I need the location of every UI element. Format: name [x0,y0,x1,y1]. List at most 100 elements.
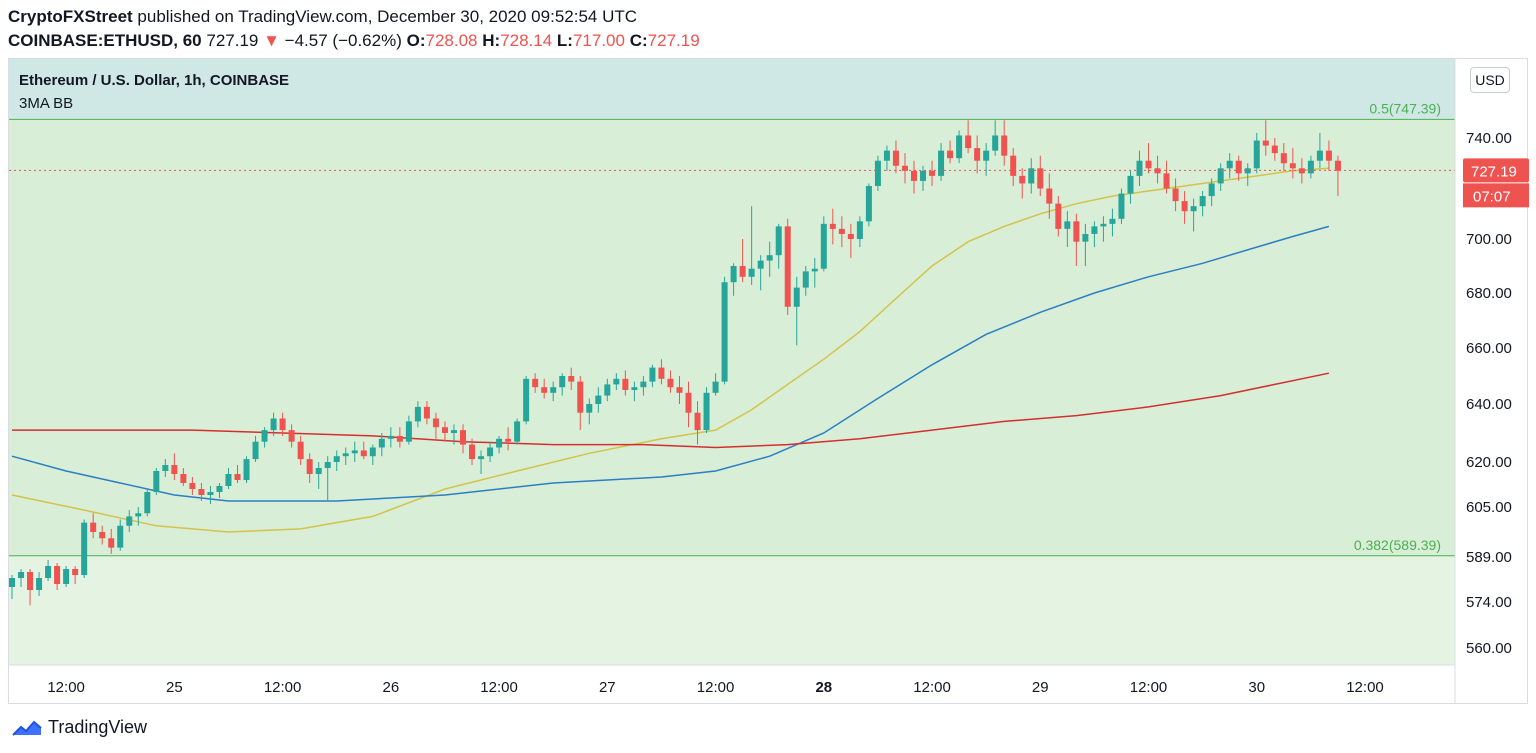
candle-body [1235,160,1242,174]
candle-body [1145,160,1152,169]
tradingview-footer: TradingView [12,717,147,738]
candle-body [1136,160,1143,176]
candle-body [667,378,674,388]
fib-zone-lower [9,555,1455,665]
candle-body [162,465,169,471]
candle-body [694,412,701,431]
candle-body [956,135,963,159]
candle-body [297,441,304,460]
candle-body [622,378,629,390]
fib-zone-middle [9,119,1455,556]
candle-body [99,532,106,539]
time-tick-label: 27 [599,679,616,696]
candle-body [911,170,917,181]
tradingview-logo-icon [12,720,42,736]
candle-body [586,404,593,413]
chart-legend-title: Ethereum / U.S. Dollar, 1h, COINBASE [19,72,290,89]
fib-zone-upper [9,59,1455,120]
candle-body [144,492,151,514]
candle-body [658,367,665,379]
candle-body [1037,168,1044,189]
currency-badge[interactable]: USD [1470,67,1510,93]
candle-body [387,435,394,439]
candle-body [685,392,692,413]
candle-body [126,516,133,526]
candle-body [81,522,88,575]
price-tick-label: 620.00 [1466,454,1512,471]
candle-body [36,578,43,590]
time-tick-label: 28 [815,679,832,696]
close-label: C: [629,31,648,50]
time-tick-label: 30 [1248,679,1265,696]
candle-body [820,223,827,269]
candle-body [487,447,494,457]
candle-body [288,430,295,442]
candle-body [1073,221,1080,242]
price-tick-label: 605.00 [1466,499,1512,516]
moving-average-line [12,372,1330,449]
candle-body [865,185,872,222]
candle-body [90,522,97,532]
candle-body [775,226,782,256]
candle-body [974,148,981,161]
candle-body [1316,150,1323,161]
candle-body [252,441,259,460]
time-tick-label: 26 [382,679,399,696]
fib-level-label: 0.382(589.39) [1354,537,1441,553]
candle-body [947,150,954,159]
publisher-name: CryptoFXStreet [8,7,133,26]
price-tick-label: 560.00 [1466,640,1512,657]
candle-body [315,468,322,474]
candle-body [730,266,737,283]
candle-body [54,566,61,584]
candle-body [351,450,358,454]
candle-body [1046,188,1053,204]
price-tick-label: 589.00 [1466,549,1512,566]
candle-body [423,406,430,419]
candle-body [1082,233,1089,242]
candle-body [369,447,376,457]
price-tick-label: 740.00 [1466,130,1512,147]
candle-body [450,430,457,433]
candle-body [1064,221,1071,229]
candle-body [1190,206,1197,212]
published-text: published on TradingView.com, December 3… [137,7,638,26]
candle-body [414,406,421,422]
candle-body [1028,168,1035,184]
candle-body [1109,218,1116,224]
indicator-legend[interactable]: 3MA BB [19,95,74,112]
moving-average-line [11,225,1330,502]
time-tick-label: 12:00 [264,679,302,696]
current-price-tag [1463,158,1529,183]
candle-body [72,569,79,575]
candle-body [829,223,836,229]
candle-body [1271,145,1278,154]
candle-body [1100,223,1107,227]
candle-body [1118,193,1125,219]
candle-body [180,474,187,483]
candle-body [441,427,448,433]
candle-body [892,150,899,166]
countdown-tag [1463,183,1529,208]
candle-body [676,387,683,393]
candle-body [198,489,205,495]
candle-body [234,474,241,480]
candle-body [63,569,70,584]
chart-frame [8,58,1528,704]
candle-body [117,525,124,548]
candle-body [306,459,313,474]
candle-body [1280,153,1287,164]
candle-body [1172,188,1179,202]
candle-body [793,287,800,307]
countdown-tag-label: 07:07 [1473,188,1511,205]
candle-body [1127,175,1134,194]
candle-body [27,572,34,590]
time-tick-label: 12:00 [697,679,735,696]
time-tick-label: 25 [166,679,183,696]
candle-body [514,421,521,442]
candle-body [613,378,620,385]
candle-body [171,465,178,474]
high-value: 728.14 [500,31,553,50]
candle-body [342,453,349,457]
